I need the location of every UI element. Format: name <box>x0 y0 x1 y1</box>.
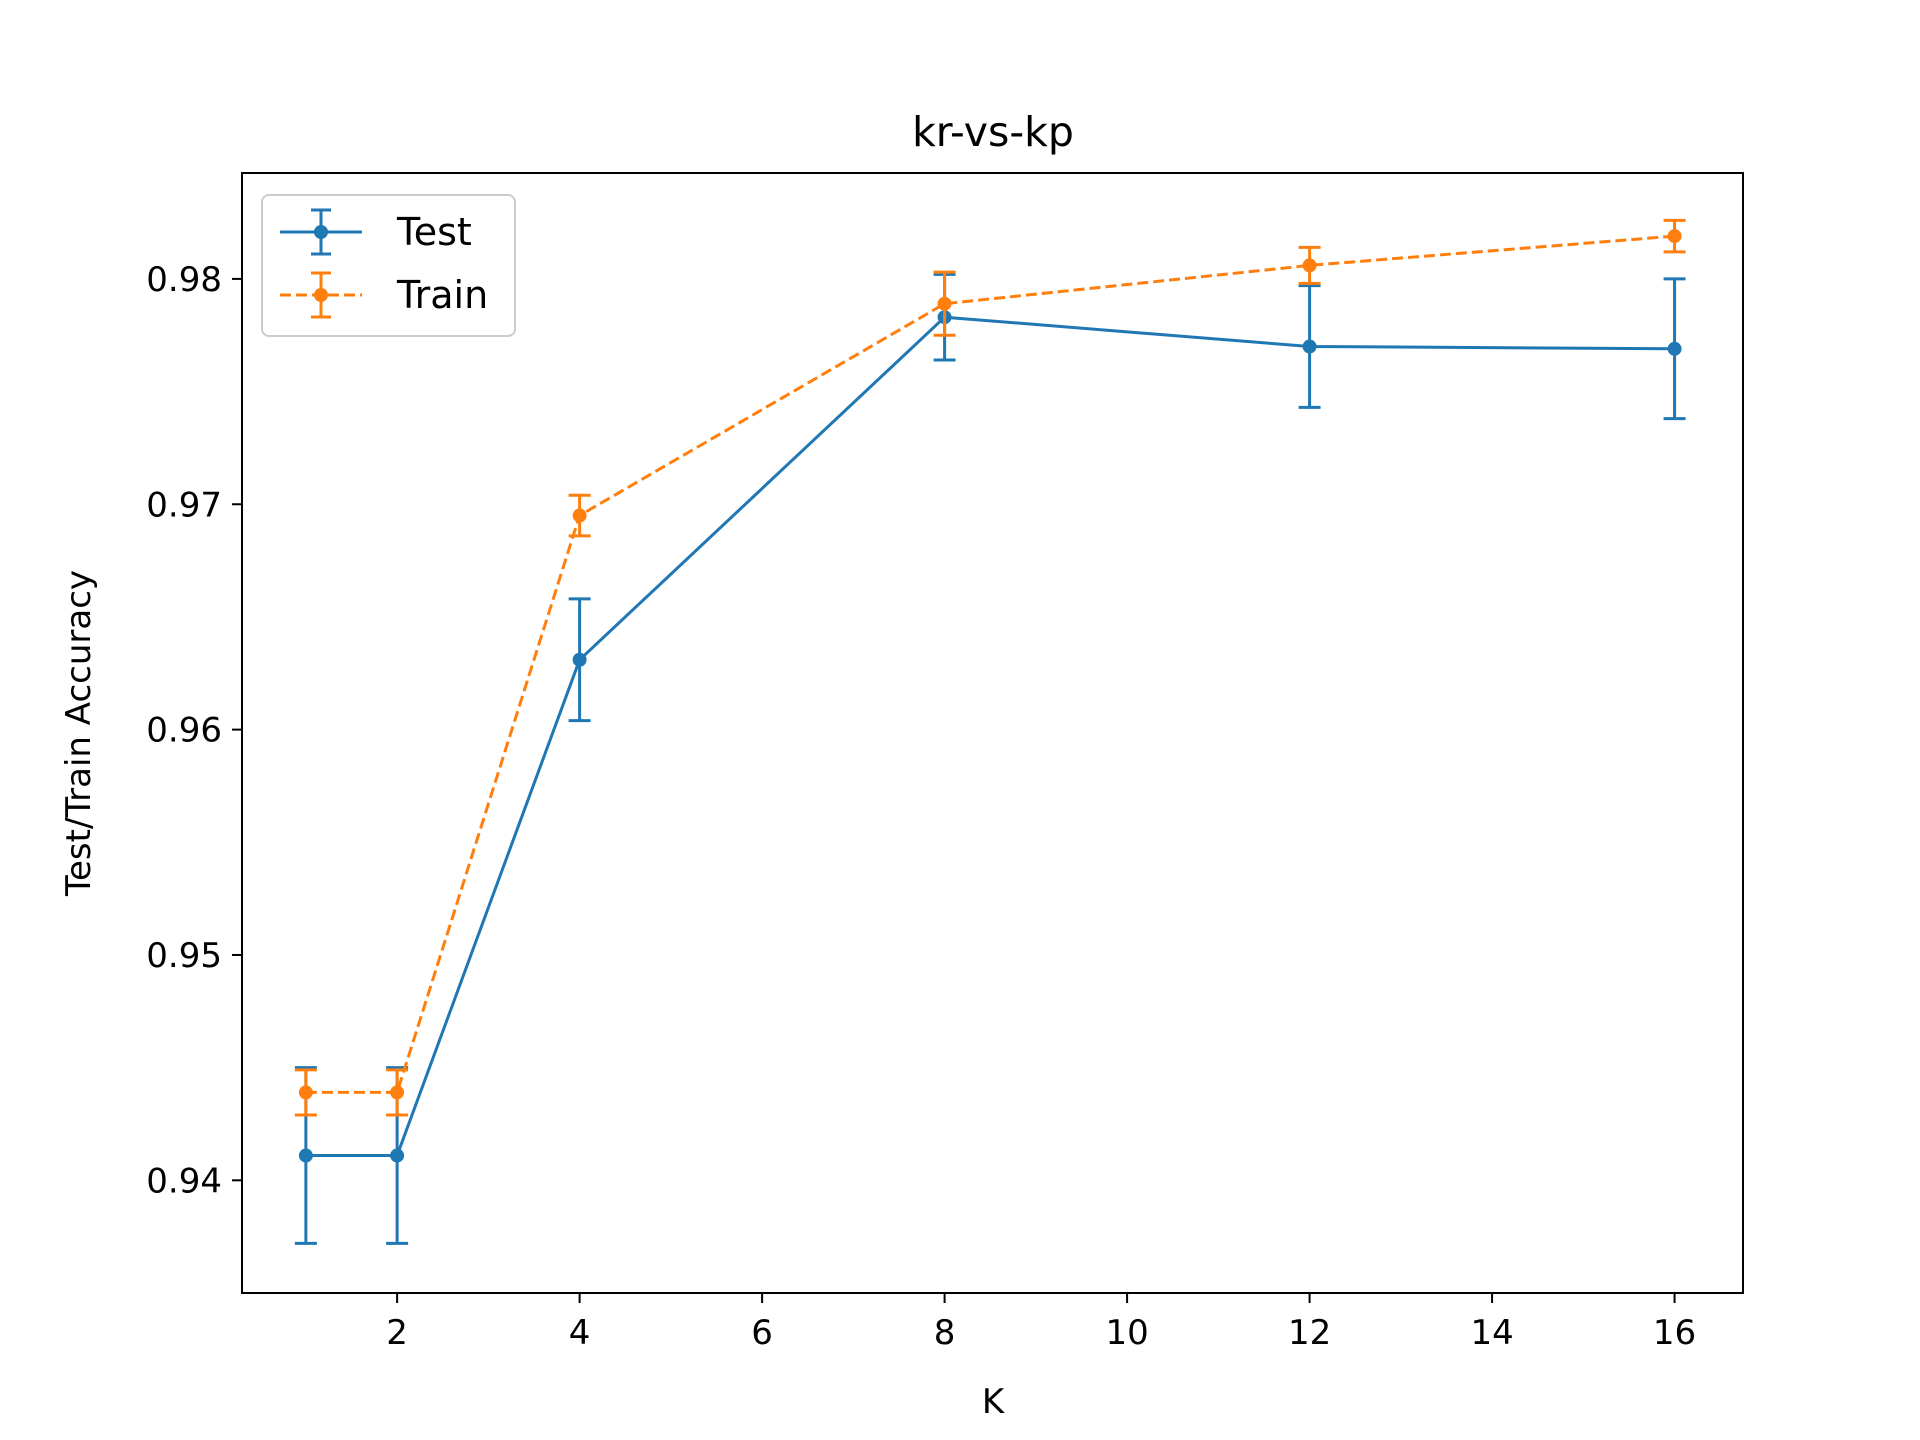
data-point <box>390 1085 405 1100</box>
series-line <box>305 315 1675 1157</box>
y-axis: 0.94 0.95 0.96 0.97 0.98 <box>146 260 242 1201</box>
legend-swatch-marker <box>314 225 328 239</box>
legend-item-train: Train <box>280 271 488 319</box>
data-point <box>1667 229 1682 244</box>
x-tick-label: 8 <box>934 1313 956 1353</box>
legend: Test Train <box>261 194 516 337</box>
data-point <box>937 296 952 311</box>
y-tick-label: 0.94 <box>146 1161 222 1201</box>
data-point <box>1667 341 1682 356</box>
y-axis-label: Test/Train Accuracy <box>59 570 99 897</box>
x-tick-label: 10 <box>1105 1313 1148 1353</box>
y-tick-label: 0.96 <box>146 711 222 751</box>
data-point <box>298 1148 313 1163</box>
x-axis-label: K <box>982 1382 1006 1422</box>
x-tick-label: 6 <box>751 1313 773 1353</box>
plot-series <box>294 218 1686 1245</box>
legend-swatch-marker <box>314 288 328 302</box>
y-tick-label: 0.97 <box>146 485 222 525</box>
data-point <box>572 652 587 667</box>
y-tick-label: 0.98 <box>146 260 222 300</box>
plot-frame <box>241 172 1744 1294</box>
y-tick-label: 0.95 <box>146 936 222 976</box>
data-point <box>1302 339 1317 354</box>
legend-item-test: Test <box>280 208 472 256</box>
legend-label: Test <box>396 210 472 254</box>
data-point <box>572 508 587 523</box>
legend-label: Train <box>396 273 488 317</box>
data-point <box>298 1085 313 1100</box>
data-point <box>390 1148 405 1163</box>
chart-title: kr-vs-kp <box>912 108 1074 156</box>
x-tick-label: 2 <box>386 1313 408 1353</box>
x-axis: 2 4 6 8 10 12 14 16 <box>386 1293 1696 1353</box>
series-train <box>294 218 1686 1117</box>
x-tick-label: 16 <box>1653 1313 1696 1353</box>
series-line <box>305 234 1675 1094</box>
x-tick-label: 12 <box>1288 1313 1331 1353</box>
x-tick-label: 14 <box>1470 1313 1513 1353</box>
data-point <box>1302 258 1317 273</box>
x-tick-label: 4 <box>569 1313 591 1353</box>
